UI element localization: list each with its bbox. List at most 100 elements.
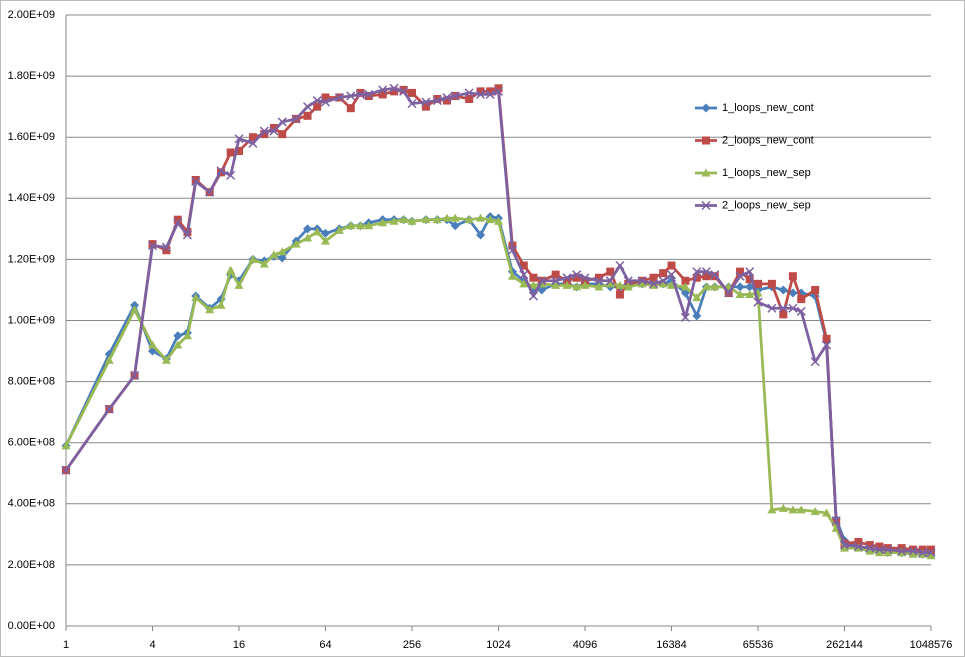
marker (485, 89, 495, 99)
x-tick-label: 16384 (656, 639, 687, 651)
marker (745, 275, 754, 284)
marker (667, 280, 676, 289)
marker (839, 540, 850, 550)
marker (389, 83, 399, 93)
marker (312, 227, 322, 236)
marker (303, 102, 313, 112)
marker (810, 506, 820, 515)
marker (745, 267, 755, 277)
marker (259, 126, 269, 136)
marker (605, 276, 615, 286)
marker (853, 542, 863, 552)
marker (421, 102, 430, 111)
marker (476, 89, 486, 99)
marker (918, 545, 927, 554)
y-tick-label: 2.00E+08 (8, 559, 55, 571)
marker (562, 273, 572, 283)
marker (476, 87, 485, 96)
marker (581, 276, 589, 285)
marker (572, 270, 582, 280)
marker (321, 93, 330, 102)
marker (551, 276, 561, 286)
marker (486, 87, 495, 96)
marker (874, 545, 884, 555)
marker (494, 84, 503, 93)
marker (788, 505, 798, 514)
marker (173, 215, 182, 224)
x-tick-label: 1048576 (910, 639, 953, 651)
marker (778, 503, 788, 512)
marker (822, 508, 832, 517)
marker (927, 545, 935, 554)
marker (450, 213, 460, 222)
marker (831, 516, 841, 526)
marker (875, 542, 884, 551)
marker (450, 221, 460, 231)
marker (796, 306, 806, 316)
marker (724, 288, 734, 298)
marker (442, 96, 451, 105)
y-tick-label: 6.00E+08 (8, 437, 55, 449)
marker (278, 130, 287, 139)
marker (407, 99, 417, 109)
marker (908, 549, 918, 558)
marker (615, 290, 624, 299)
marker (216, 300, 226, 309)
marker (205, 187, 215, 197)
marker (162, 246, 171, 255)
marker (519, 261, 528, 270)
y-tick-label: 2.00E+09 (8, 9, 55, 21)
marker (303, 224, 313, 234)
marker (926, 548, 936, 558)
marker (485, 215, 495, 224)
marker (908, 546, 918, 556)
y-tick-label: 1.60E+09 (8, 131, 55, 143)
marker (205, 305, 215, 314)
legend-label: 2_loops_new_sep (722, 199, 811, 211)
marker (312, 96, 322, 106)
marker (810, 357, 820, 367)
marker (260, 130, 269, 139)
marker (476, 213, 486, 222)
marker (389, 216, 399, 225)
marker (216, 166, 226, 176)
marker (594, 273, 603, 282)
marker (182, 331, 192, 340)
marker (692, 273, 701, 282)
marker (897, 546, 907, 556)
marker (399, 86, 409, 96)
y-tick-label: 1.80E+09 (8, 70, 55, 82)
marker (797, 295, 806, 304)
marker (594, 282, 604, 291)
marker (637, 276, 647, 286)
marker (659, 269, 668, 278)
marker (507, 245, 517, 255)
marker (918, 548, 928, 558)
marker (681, 276, 690, 285)
marker (334, 225, 344, 234)
marker (234, 280, 244, 289)
marker (528, 291, 538, 301)
marker (173, 218, 183, 228)
marker (606, 267, 615, 276)
marker (865, 546, 875, 555)
marker (248, 254, 258, 263)
marker (551, 280, 561, 289)
marker (234, 134, 244, 144)
marker (736, 267, 745, 276)
marker (680, 312, 690, 322)
marker (658, 276, 668, 286)
marker (840, 543, 849, 552)
marker (476, 230, 486, 240)
marker (433, 95, 442, 104)
marker (572, 282, 582, 291)
marker (226, 265, 236, 274)
grid: 0.00E+00 2.00E+08 4.00E+08 6.00E+08 8.00E+08… (8, 9, 953, 651)
x-tick-label: 64 (319, 639, 331, 651)
marker (494, 216, 503, 225)
marker (269, 124, 278, 133)
legend-label: 1_loops_new_cont (722, 102, 814, 114)
marker (702, 136, 710, 145)
marker (788, 303, 798, 313)
marker (701, 103, 711, 113)
